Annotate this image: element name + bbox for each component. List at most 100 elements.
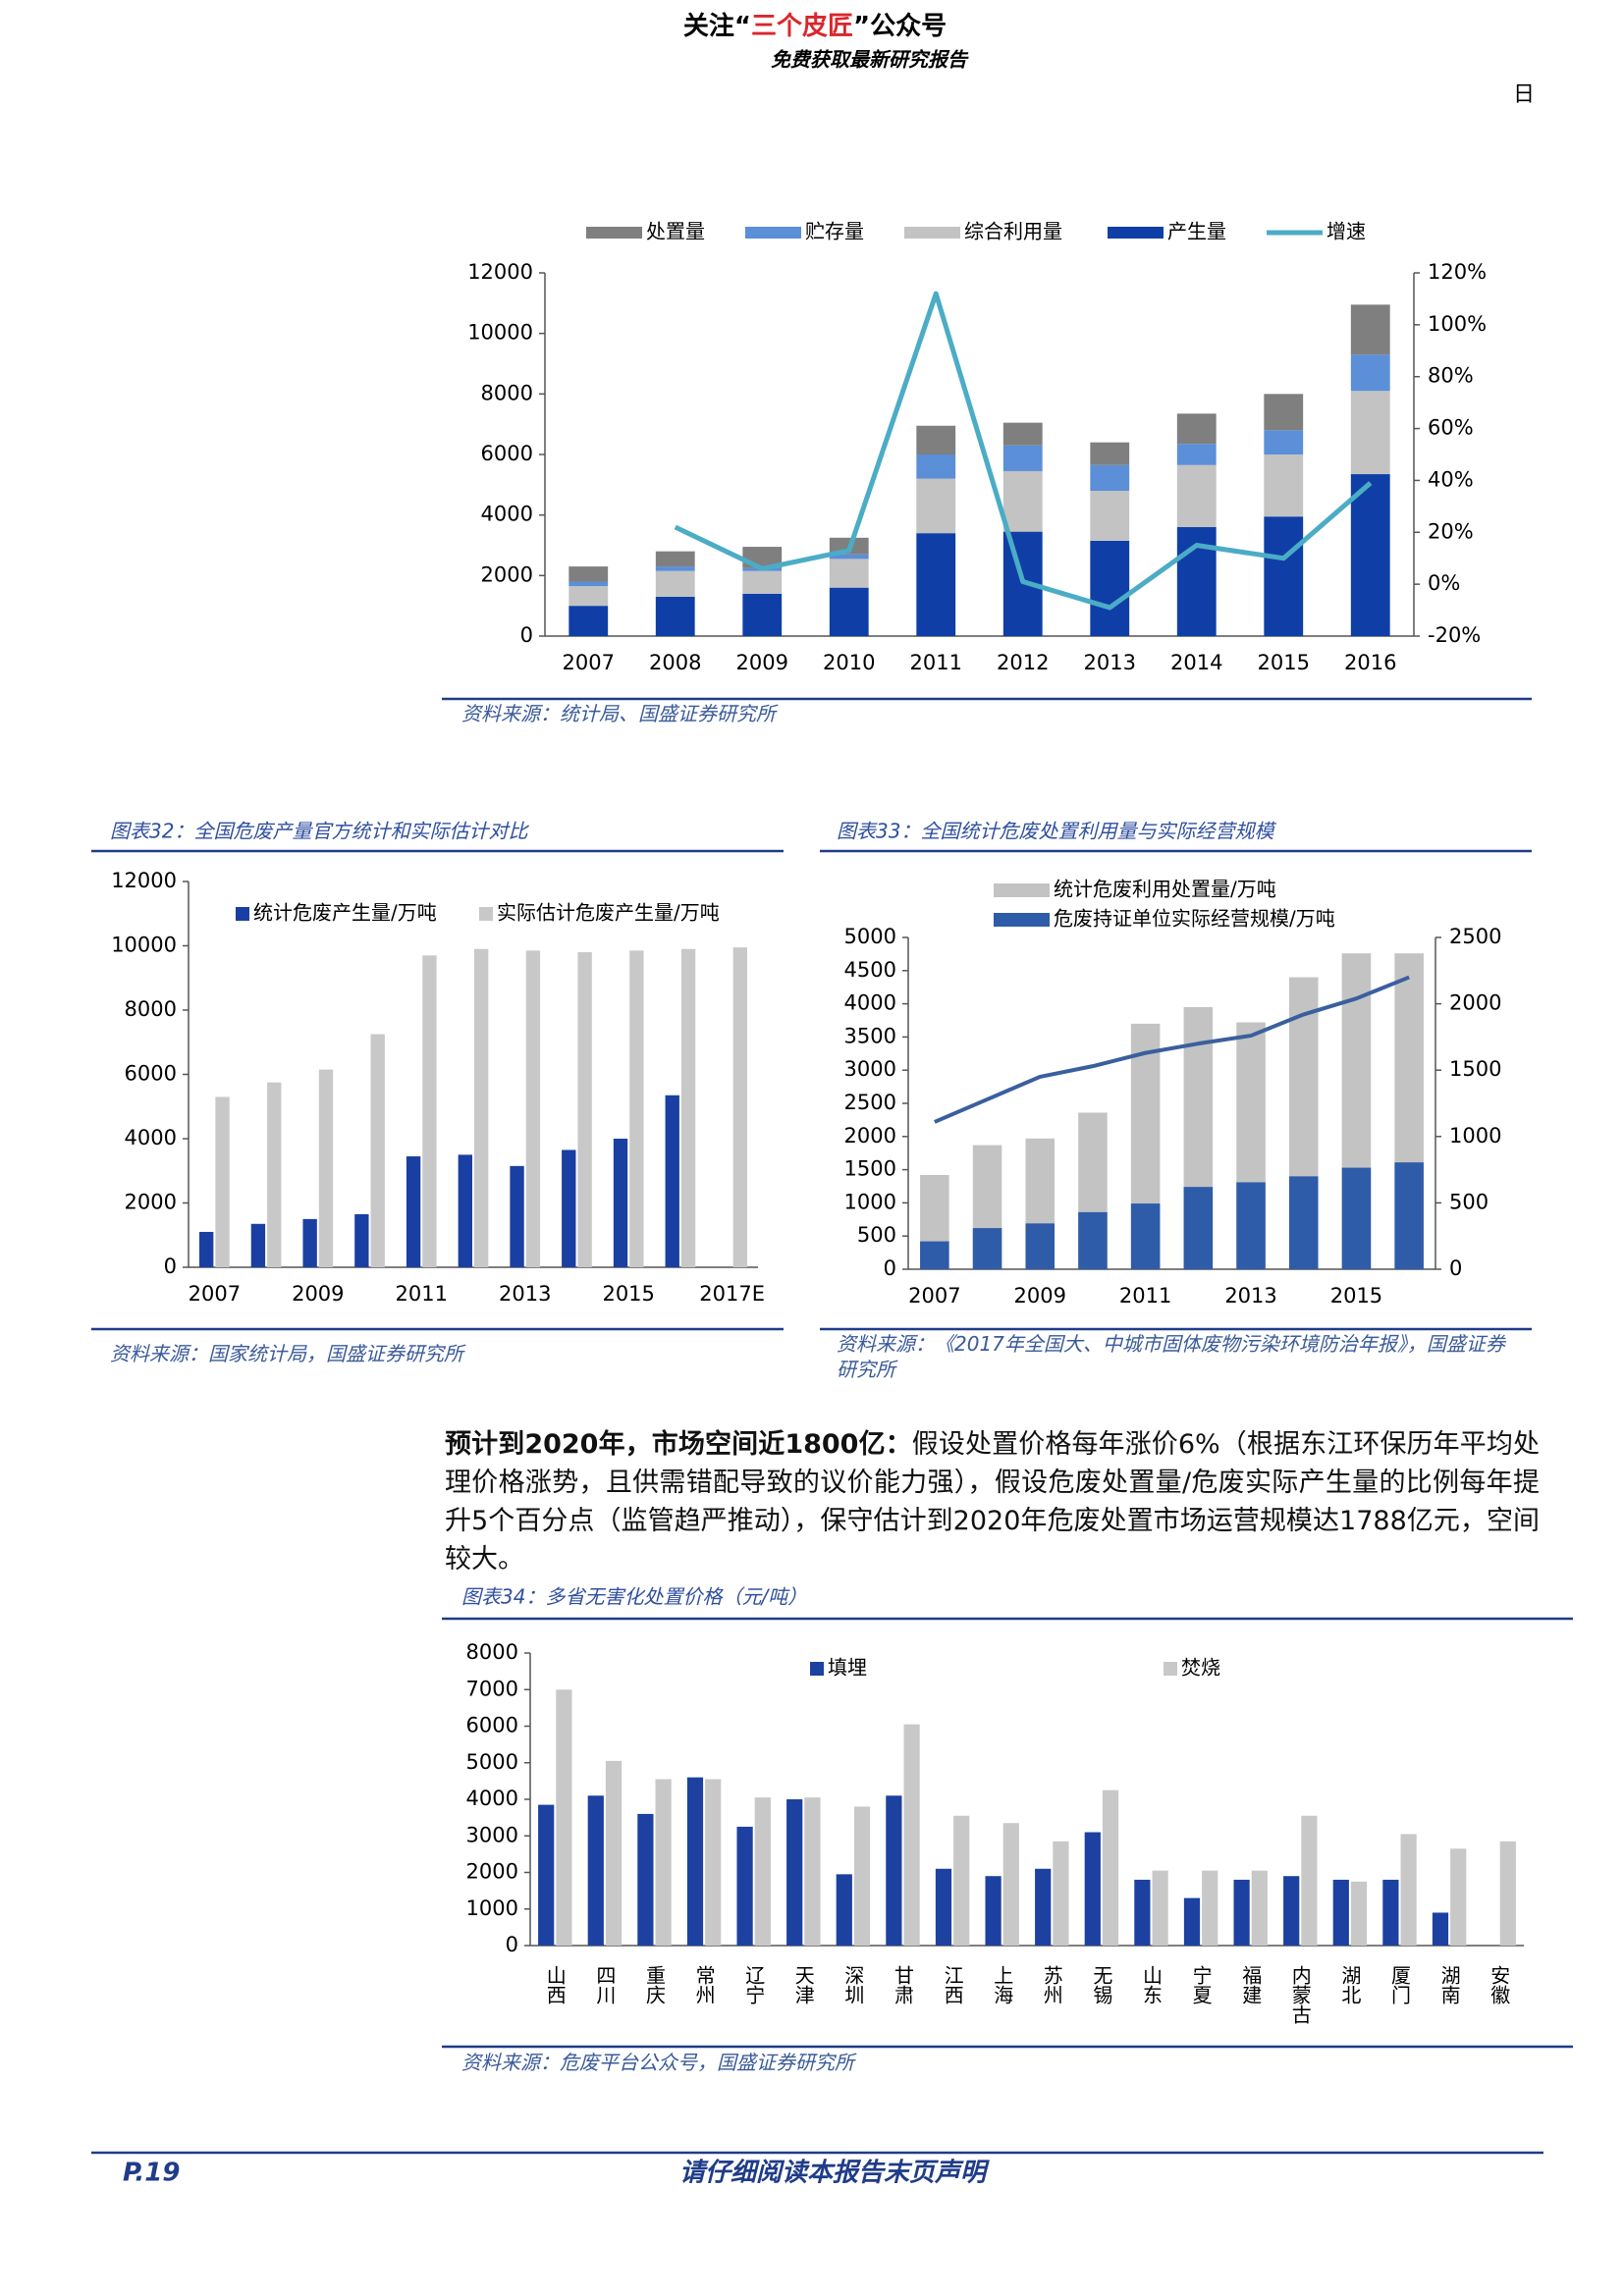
x-tick-label: 2007	[189, 1282, 241, 1306]
bar	[525, 950, 541, 1267]
bar	[804, 1797, 821, 1946]
source: 资料来源：危废平台公众号，国盛证券研究所	[461, 2051, 854, 2074]
x-tick-label: 宁夏	[1189, 1965, 1213, 2004]
legend-label: 危废持证单位实际经营规模/万吨	[1054, 907, 1335, 931]
x-tick-label: 辽宁	[742, 1965, 766, 2004]
legend-label: 产生量	[1167, 220, 1226, 243]
x-tick-label: 2011	[1119, 1284, 1171, 1308]
bar-segment	[1090, 464, 1130, 491]
x-tick-label: 2015	[602, 1282, 654, 1306]
bar	[1450, 1848, 1467, 1946]
bar	[1053, 1841, 1069, 1946]
chart-title: 图表32：全国危废产量官方统计和实际估计对比	[110, 820, 529, 843]
bar	[1102, 1789, 1119, 1946]
bar-segment	[916, 454, 956, 479]
bar-segment	[568, 606, 609, 636]
bar	[836, 1874, 852, 1946]
bar	[199, 1231, 214, 1267]
y-tick-label: 4000	[481, 503, 533, 526]
bar	[474, 948, 489, 1267]
line	[934, 975, 1410, 1124]
bar-segment	[829, 587, 869, 636]
y-tick-label: 2000	[125, 1191, 177, 1214]
bar	[754, 1797, 771, 1946]
x-tick-label: 2009	[292, 1282, 344, 1306]
y-tick-label: 4500	[844, 958, 896, 982]
x-tick-label: 天津	[791, 1965, 815, 2004]
y-tick-label: 12000	[111, 869, 177, 892]
bar	[972, 1228, 1002, 1269]
x-tick-label: 江西	[941, 1965, 964, 2004]
bar	[1078, 1211, 1108, 1269]
bar-segment	[1350, 354, 1390, 392]
bar	[903, 1724, 920, 1946]
bar	[370, 1034, 385, 1267]
legend-swatch	[586, 227, 642, 239]
bar	[655, 1779, 672, 1946]
y-tick-label: 2000	[466, 1860, 518, 1884]
bar-segment	[1002, 445, 1043, 471]
y-tick-label: 0	[164, 1255, 177, 1278]
bar	[686, 1777, 704, 1946]
x-tick-label: 2013	[1084, 651, 1136, 674]
y2-tick-label: 80%	[1428, 364, 1474, 388]
y-tick-label: 6000	[481, 442, 533, 465]
x-tick-label: 2012	[997, 651, 1049, 674]
bar	[1130, 1203, 1161, 1269]
x-tick-label: 上海	[991, 1965, 1014, 2004]
y-tick-label: 3000	[466, 1823, 518, 1846]
y-tick-label: 0	[506, 1933, 518, 1956]
y2-tick-label: 120%	[1428, 260, 1487, 284]
y-tick-label: 2000	[844, 1124, 896, 1148]
bar	[732, 947, 747, 1267]
bar	[250, 1223, 266, 1267]
legend-swatch	[994, 883, 1050, 897]
source: 资料来源：统计局、国盛证券研究所	[461, 702, 776, 725]
x-tick-label: 2017E	[699, 1282, 765, 1306]
bar	[1301, 1815, 1318, 1946]
bar	[637, 1813, 654, 1946]
header-corner: 日	[1513, 82, 1535, 107]
bar	[406, 1156, 421, 1267]
legend-swatch	[745, 227, 801, 239]
y2-tick-label: 1000	[1449, 1124, 1501, 1148]
x-tick-label: 山东	[1140, 1965, 1164, 2004]
bar-segment	[829, 559, 869, 588]
header-text: ”公众号	[853, 12, 947, 41]
page-number: P.19	[123, 2159, 180, 2188]
x-tick-label: 苏州	[1040, 1965, 1063, 2004]
legend-swatch	[904, 227, 960, 239]
x-tick-label: 2007	[908, 1284, 960, 1308]
header-text: 关注“	[683, 11, 751, 41]
bar-segment	[1350, 474, 1390, 636]
x-tick-label: 2014	[1170, 651, 1222, 674]
bar	[1251, 1870, 1268, 1946]
paragraph: 预计到2020年，市场空间近1800亿：假设处置价格每年涨价6%（根据东江环保历…	[445, 1425, 1540, 1578]
bar	[935, 1868, 952, 1946]
x-tick-label: 2011	[396, 1282, 448, 1306]
line	[674, 291, 1373, 611]
bar	[1183, 1187, 1214, 1269]
x-tick-label: 重庆	[643, 1965, 667, 2004]
bar-segment	[1090, 540, 1130, 636]
y-tick-label: 0	[520, 623, 533, 647]
source: 资料来源：《2017年全国大、中城市固体废物污染环境防治年报》，国盛证券研究所	[837, 1332, 1505, 1381]
y2-tick-label: 2500	[1449, 925, 1501, 948]
y2-tick-label: 0%	[1428, 571, 1460, 595]
y-tick-label: 1000	[844, 1190, 896, 1213]
y-tick-label: 2000	[481, 562, 533, 586]
bar	[1400, 1834, 1417, 1946]
bar	[1233, 1879, 1250, 1946]
y-tick-label: 8000	[481, 381, 533, 404]
chart-title: 图表34：多省无害化处置价格（元/吨）	[461, 1585, 807, 1609]
bar-segment	[916, 533, 956, 636]
legend-swatch	[810, 1662, 824, 1676]
bar	[680, 948, 696, 1267]
y2-tick-label: 100%	[1428, 312, 1487, 336]
bar	[1152, 1870, 1168, 1946]
bar-segment	[655, 596, 695, 636]
bar	[1350, 1881, 1368, 1946]
bar	[1236, 1182, 1266, 1269]
